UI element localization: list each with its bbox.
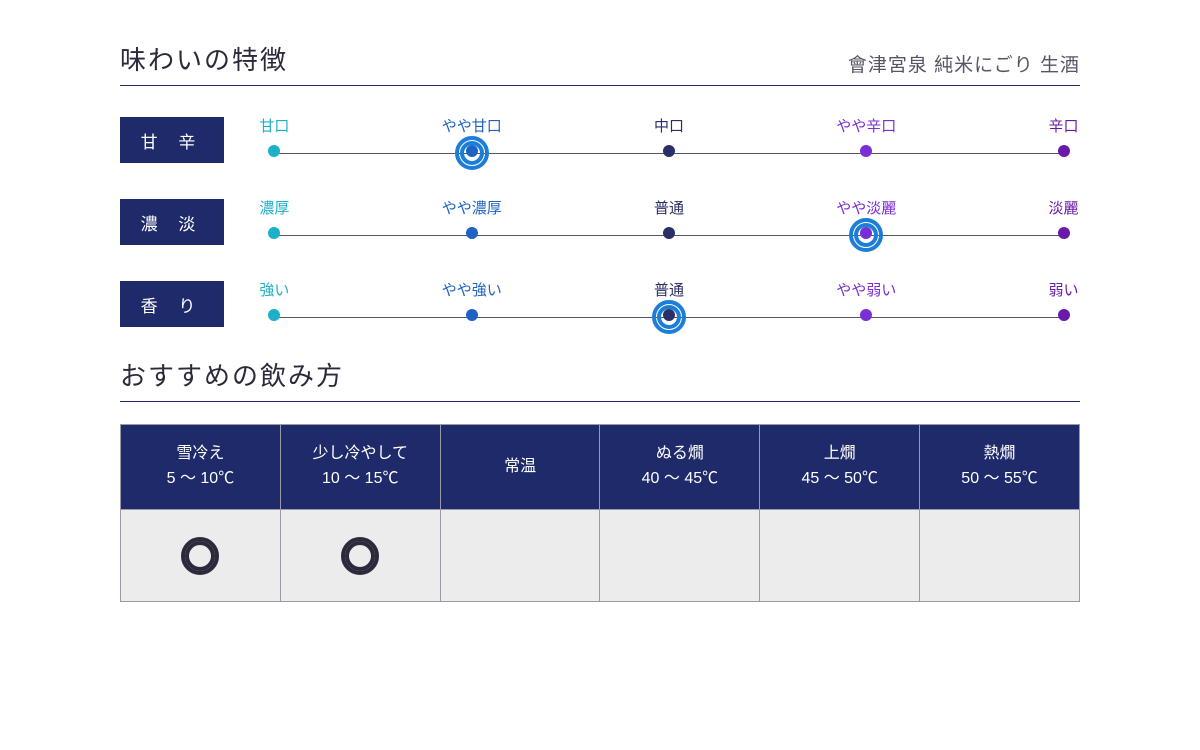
- serving-cell-3: [600, 509, 760, 601]
- serving-header-name: 雪冷え: [176, 442, 224, 467]
- scale-stop-dot: [268, 309, 280, 321]
- scale-stop-dot: [466, 227, 478, 239]
- serving-header-2: 常温: [441, 425, 601, 509]
- scale-stop-sweetness-2: 中口: [654, 115, 684, 157]
- serving-cell-2: [441, 509, 601, 601]
- scale-stop-aroma-1: やや強い: [442, 279, 502, 321]
- scale-label-richness: 濃 淡: [120, 199, 224, 245]
- scale-stop-label: やや淡麗: [836, 197, 896, 218]
- serving-header-range: 10 ～ 15℃: [322, 467, 399, 492]
- serving-header-name: 少し冷やして: [312, 442, 408, 467]
- scale-stop-label: 弱い: [1049, 279, 1079, 300]
- scale-stop-sweetness-4: 辛口: [1049, 115, 1079, 157]
- scale-stop-sweetness-0: 甘口: [259, 115, 289, 157]
- serving-section-title: おすすめの飲み方: [120, 356, 1080, 402]
- recommend-icon: [341, 537, 379, 575]
- scale-stop-dot: [1058, 309, 1070, 321]
- serving-header-5: 熱燗50 ～ 55℃: [920, 425, 1079, 509]
- recommend-icon: [181, 537, 219, 575]
- serving-cell-5: [920, 509, 1079, 601]
- scale-label-sweetness: 甘 辛: [120, 117, 224, 163]
- serving-table: 雪冷え5 ～ 10℃少し冷やして10 ～ 15℃常温ぬる燗40 ～ 45℃上燗4…: [120, 424, 1080, 602]
- serving-header-range: 45 ～ 50℃: [801, 467, 878, 492]
- scale-stop-label: 普通: [654, 197, 684, 218]
- scale-stop-sweetness-3: やや辛口: [836, 115, 896, 157]
- serving-header-range: 5 ～ 10℃: [167, 467, 235, 492]
- scale-selector-aroma: [652, 300, 686, 334]
- serving-header-0: 雪冷え5 ～ 10℃: [121, 425, 281, 509]
- scale-stop-label: やや辛口: [836, 115, 896, 136]
- scale-stop-label: やや甘口: [442, 115, 502, 136]
- serving-header-range: 40 ～ 45℃: [642, 467, 719, 492]
- scale-stop-dot: [466, 309, 478, 321]
- scale-stop-label: 普通: [654, 279, 684, 300]
- scale-stop-richness-4: 淡麗: [1049, 197, 1079, 239]
- scale-stop-dot: [860, 309, 872, 321]
- scale-selector-sweetness: [455, 136, 489, 170]
- scale-stop-label: 濃厚: [259, 197, 289, 218]
- scale-selector-richness: [849, 218, 883, 252]
- scale-stop-richness-1: やや濃厚: [442, 197, 502, 239]
- serving-header-range: 50 ～ 55℃: [961, 467, 1038, 492]
- serving-cell-4: [760, 509, 920, 601]
- serving-cell-0: [121, 509, 281, 601]
- serving-header-name: 熱燗: [984, 442, 1016, 467]
- scale-stop-label: 甘口: [259, 115, 289, 136]
- scale-stop-label: 強い: [259, 279, 289, 300]
- serving-header-name: 常温: [504, 455, 536, 480]
- scale-label-aroma: 香 り: [120, 281, 224, 327]
- serving-header-1: 少し冷やして10 ～ 15℃: [281, 425, 441, 509]
- scale-stop-dot: [268, 227, 280, 239]
- scale-stop-aroma-0: 強い: [259, 279, 289, 321]
- serving-header-4: 上燗45 ～ 50℃: [760, 425, 920, 509]
- scale-stop-label: やや弱い: [836, 279, 896, 300]
- scale-row-aroma: 香 り 強い やや強い 普通 やや弱い 弱い: [120, 274, 1080, 334]
- scale-stop-label: 辛口: [1049, 115, 1079, 136]
- scale-stop-label: やや強い: [442, 279, 502, 300]
- scale-stop-dot: [1058, 227, 1070, 239]
- scale-stop-richness-0: 濃厚: [259, 197, 289, 239]
- scale-track-aroma: 強い やや強い 普通 やや弱い 弱い: [258, 279, 1080, 329]
- scale-stop-dot: [860, 145, 872, 157]
- serving-cell-1: [281, 509, 441, 601]
- scale-track-sweetness: 甘口 やや甘口 中口 やや辛口 辛口: [258, 115, 1080, 165]
- taste-header-row: 味わいの特徴 會津宮泉 純米にごり 生酒: [120, 40, 1080, 86]
- serving-header-name: 上燗: [824, 442, 856, 467]
- scale-stop-dot: [663, 145, 675, 157]
- scale-row-sweetness: 甘 辛 甘口 やや甘口 中口 やや辛口 辛口: [120, 110, 1080, 170]
- scale-stop-label: 淡麗: [1049, 197, 1079, 218]
- scale-stop-dot: [1058, 145, 1070, 157]
- scale-stop-dot: [663, 227, 675, 239]
- serving-header-3: ぬる燗40 ～ 45℃: [600, 425, 760, 509]
- scale-stop-dot: [268, 145, 280, 157]
- scale-stop-aroma-3: やや弱い: [836, 279, 896, 321]
- serving-header-name: ぬる燗: [656, 442, 704, 467]
- product-name: 會津宮泉 純米にごり 生酒: [848, 50, 1080, 77]
- scale-stop-label: 中口: [654, 115, 684, 136]
- scale-stop-label: やや濃厚: [442, 197, 502, 218]
- scale-track-richness: 濃厚 やや濃厚 普通 やや淡麗 淡麗: [258, 197, 1080, 247]
- scale-row-richness: 濃 淡 濃厚 やや濃厚 普通 やや淡麗 淡麗: [120, 192, 1080, 252]
- taste-section-title: 味わいの特徴: [120, 40, 288, 77]
- scale-stop-richness-2: 普通: [654, 197, 684, 239]
- scale-stop-aroma-4: 弱い: [1049, 279, 1079, 321]
- taste-scales: 甘 辛甘口やや甘口中口やや辛口辛口濃 淡濃厚やや濃厚普通やや淡麗淡麗香 り強いや…: [120, 110, 1080, 334]
